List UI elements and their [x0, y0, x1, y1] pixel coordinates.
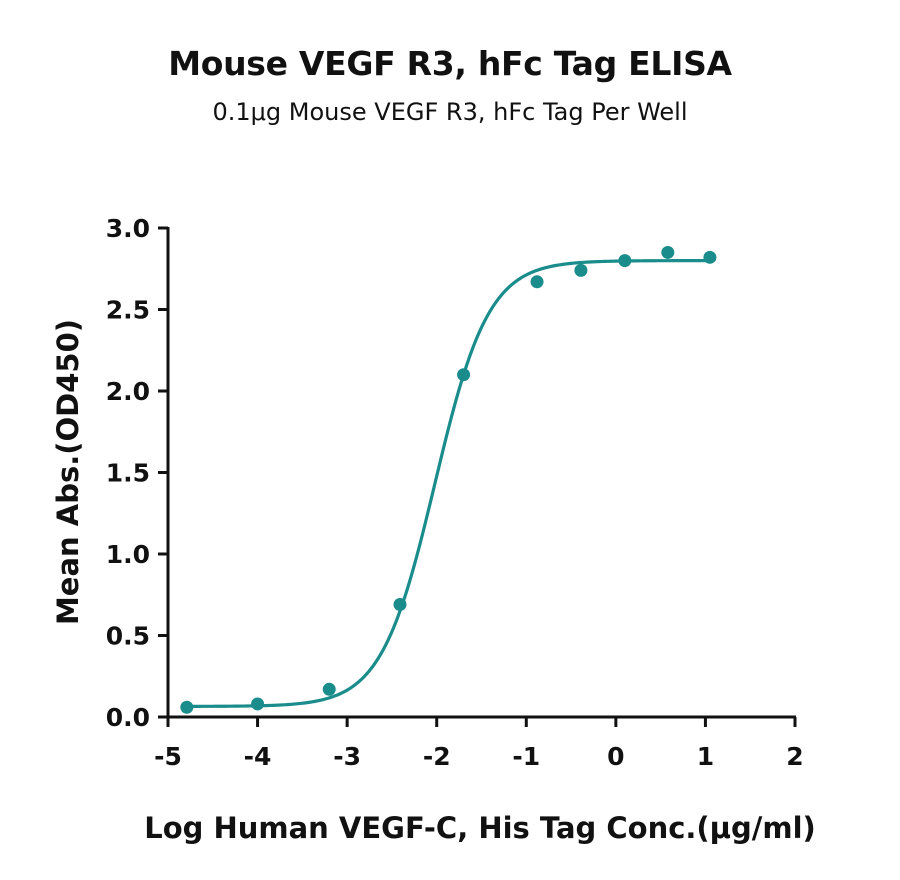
- y-axis-label: Mean Abs.(OD450): [51, 319, 85, 625]
- y-tick-label: 1.0: [106, 540, 150, 569]
- data-point: [457, 368, 471, 382]
- x-tick-label: 1: [697, 742, 714, 771]
- data-point: [251, 697, 265, 711]
- x-tick-label: -1: [512, 742, 540, 771]
- data-point: [574, 263, 588, 277]
- y-tick-label: 2.0: [106, 377, 150, 406]
- chart-subtitle: 0.1μg Mouse VEGF R3, hFc Tag Per Well: [212, 98, 688, 126]
- data-point: [618, 254, 632, 268]
- data-points-layer: [180, 245, 717, 714]
- x-tick-label: -3: [333, 742, 361, 771]
- y-tick-label: 0.5: [106, 622, 150, 651]
- data-point: [393, 598, 407, 612]
- fit-curve: [185, 259, 712, 708]
- chart-title: Mouse VEGF R3, hFc Tag ELISA: [168, 44, 732, 83]
- data-point: [661, 245, 675, 259]
- fit-curve-layer: [185, 259, 712, 708]
- data-point: [530, 275, 544, 289]
- data-point: [322, 682, 336, 696]
- x-tick-label: -2: [423, 742, 451, 771]
- axes: 0.0 0.5 1.0 1.5 2.0 2.5 3.0 -5 -4 -3 -2 -1 0 1 2: [106, 214, 804, 771]
- y-tick-label: 1.5: [106, 459, 150, 488]
- data-point: [703, 250, 717, 264]
- y-tick-label: 2.5: [106, 296, 150, 325]
- x-tick-label: -5: [154, 742, 182, 771]
- y-tick-label: 0.0: [106, 703, 150, 732]
- x-tick-label: -4: [244, 742, 272, 771]
- y-tick-label: 3.0: [106, 214, 150, 243]
- x-tick-label: 2: [786, 742, 803, 771]
- x-axis-label: Log Human VEGF-C, His Tag Conc.(μg/ml): [144, 811, 816, 845]
- data-point: [180, 700, 194, 714]
- x-tick-label: 0: [607, 742, 624, 771]
